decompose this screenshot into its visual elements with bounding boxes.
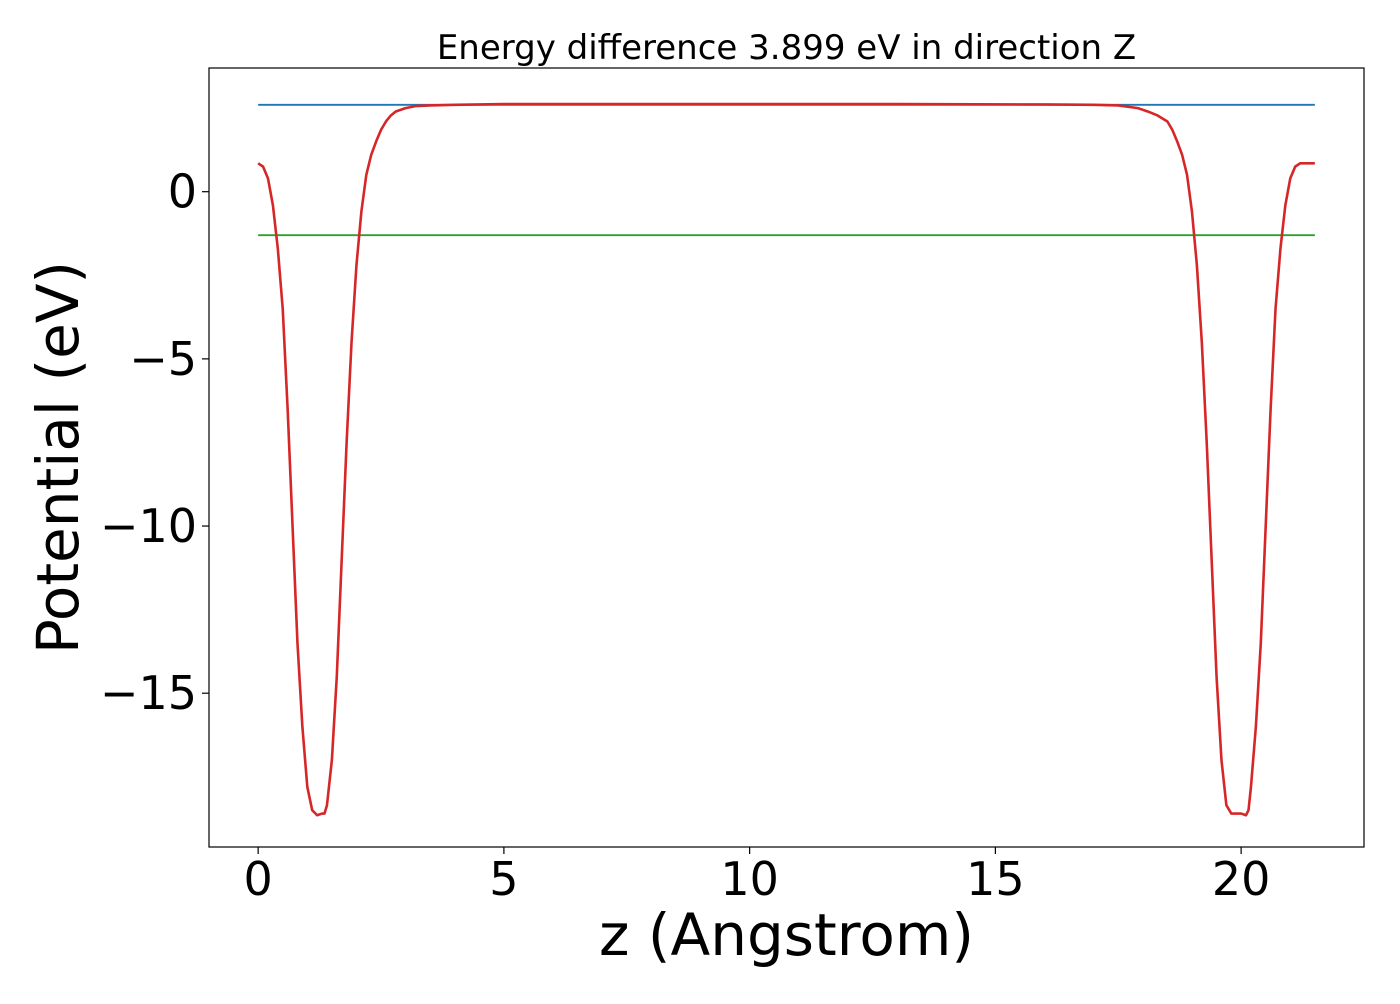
x-tick-label: 5: [489, 852, 518, 906]
x-axis-ticks: 0 5 10 15 20: [244, 847, 1271, 906]
y-tick-label: 0: [168, 165, 197, 219]
y-axis-label: Potential (eV): [24, 261, 92, 654]
x-tick-label: 20: [1212, 852, 1271, 906]
y-tick-label: −10: [100, 499, 197, 553]
y-tick-label: −5: [129, 332, 197, 386]
y-tick-label: −15: [100, 666, 197, 720]
plot-area-frame: [208, 67, 1365, 848]
y-axis-ticks: 0 −5 −10 −15: [100, 165, 209, 720]
series-layer: [257, 102, 1315, 817]
series-line-3: [257, 102, 1315, 817]
x-axis-label: z (Angstrom): [599, 901, 974, 969]
chart-title: Energy difference 3.899 eV in direction …: [437, 28, 1136, 68]
x-tick-label: 0: [244, 852, 273, 906]
x-tick-label: 10: [720, 852, 779, 906]
x-tick-label: 15: [966, 852, 1025, 906]
